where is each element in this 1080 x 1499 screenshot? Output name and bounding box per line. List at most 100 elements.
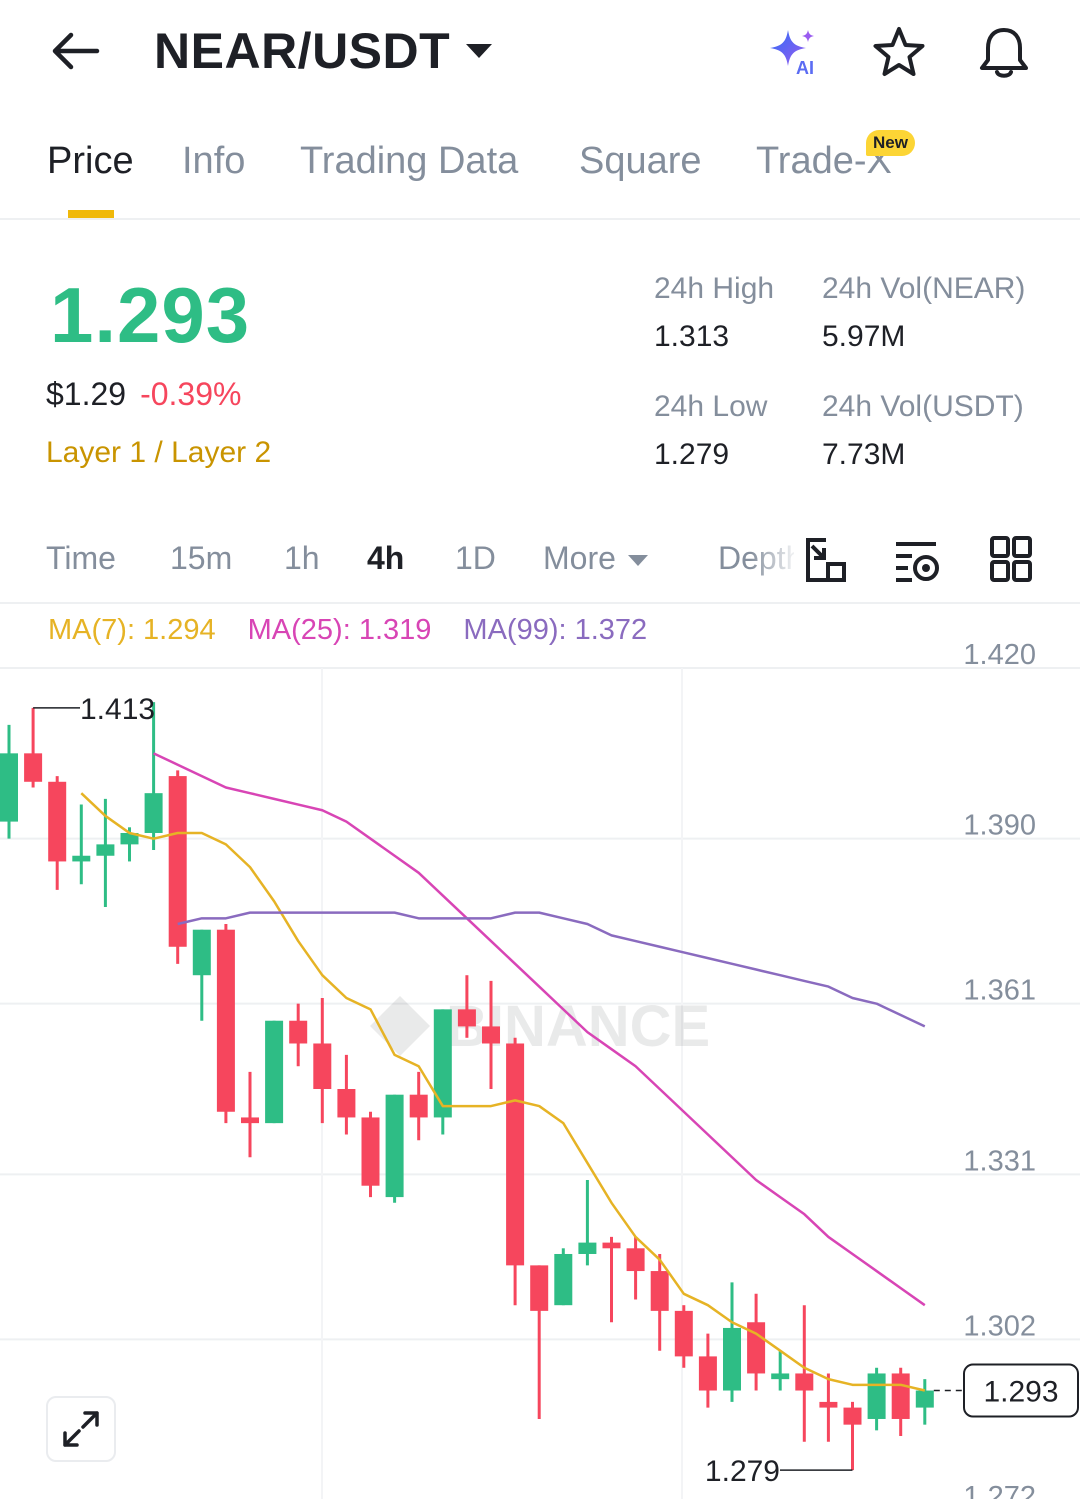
back-arrow-icon[interactable]	[44, 22, 106, 80]
depth-fade-mask	[750, 520, 800, 600]
candle-body-up	[192, 929, 211, 976]
candle-body-down	[747, 1322, 766, 1374]
interval-15m[interactable]: 15m	[170, 540, 233, 576]
ma7-line	[80, 792, 926, 1392]
candle-body-down	[843, 1407, 862, 1425]
candle-body-down	[482, 1026, 500, 1044]
candle-body-up	[72, 855, 91, 862]
high-label: 24h High	[654, 272, 775, 305]
vol-quote-label: 24h Vol(USDT)	[822, 390, 1024, 423]
candle-body-down	[602, 1242, 621, 1249]
last-price-label: 1.293	[983, 1376, 1058, 1409]
candle	[457, 975, 476, 1038]
candle	[554, 1248, 573, 1306]
fullscreen-toggle-icon[interactable]	[800, 534, 856, 590]
ma7-legend: MA(7): 1.294	[48, 614, 216, 646]
candle-body-down	[698, 1356, 717, 1391]
y-axis-label: 1.302	[963, 1310, 1036, 1342]
ai-sparkle-icon[interactable]: AI	[766, 24, 824, 82]
candle-body-down	[650, 1271, 669, 1311]
vol-quote-value: 7.73M	[822, 438, 906, 471]
category-tag[interactable]: Layer 1 / Layer 2	[46, 436, 272, 469]
interval-time[interactable]: Time	[46, 540, 116, 576]
candle-body-down	[626, 1248, 645, 1272]
candle-body-up	[915, 1390, 934, 1408]
candle	[530, 1265, 549, 1419]
candle-body-up	[771, 1373, 790, 1380]
chart-canvas[interactable]: BINANCE1.4201.3901.3611.3311.3021.2721.4…	[0, 606, 1080, 1499]
high-value: 1.313	[654, 320, 730, 353]
candle	[0, 724, 18, 839]
candle	[843, 1401, 862, 1471]
candle	[48, 776, 67, 890]
candle-body-up	[578, 1242, 597, 1254]
y-axis-label: 1.390	[963, 810, 1036, 842]
candle	[144, 702, 163, 851]
interval-1h[interactable]: 1h	[284, 540, 320, 576]
notification-bell-icon[interactable]	[974, 22, 1034, 82]
candle	[385, 1094, 404, 1203]
candle	[626, 1236, 645, 1300]
interval-1d[interactable]: 1D	[455, 540, 496, 576]
candle	[506, 1037, 525, 1306]
candle	[891, 1367, 910, 1437]
interval-more[interactable]: More	[543, 540, 648, 577]
candle-body-up	[385, 1094, 404, 1198]
section-tabs: Price Info Trading Data Square Trade-X	[0, 130, 1080, 220]
candle-body-down	[506, 1043, 525, 1266]
candle	[795, 1305, 814, 1442]
top-bar: NEAR/USDT AI	[0, 0, 1080, 110]
low-label: 24h Low	[654, 390, 768, 423]
ma99-line	[177, 911, 926, 1028]
grid-layout-icon[interactable]	[984, 534, 1040, 590]
candle-body-down	[361, 1117, 380, 1186]
pair-selector[interactable]: NEAR/USDT	[154, 22, 493, 80]
interval-bar: Time 15m 1h 4h 1D More Depth	[0, 520, 1080, 604]
interval-more-label: More	[543, 540, 616, 576]
candle-body-up	[554, 1253, 573, 1306]
candle-body-down	[674, 1310, 693, 1357]
indicator-settings-icon[interactable]	[890, 534, 946, 590]
candle	[24, 707, 43, 788]
candle-body-down	[891, 1373, 910, 1419]
candle	[747, 1293, 766, 1391]
vol-base-value: 5.97M	[822, 320, 906, 353]
low-marker-label: 1.279	[705, 1455, 780, 1488]
candle	[265, 1020, 284, 1124]
tab-price[interactable]: Price	[47, 140, 134, 182]
tab-trading-data[interactable]: Trading Data	[300, 140, 519, 182]
candle	[698, 1333, 717, 1408]
vol-base-label: 24h Vol(NEAR)	[822, 272, 1026, 305]
tab-info[interactable]: Info	[182, 140, 246, 182]
candle-body-down	[337, 1089, 356, 1118]
candle-body-down	[819, 1401, 838, 1408]
candle	[192, 929, 211, 1021]
candle-body-down	[457, 1009, 476, 1027]
low-value: 1.279	[654, 438, 730, 471]
candle	[241, 1071, 259, 1158]
candle	[168, 770, 187, 964]
candle-body-up	[433, 1009, 452, 1118]
candle-body-up	[723, 1327, 741, 1391]
candle	[409, 1071, 428, 1141]
candle-body-up	[265, 1020, 284, 1124]
favorite-star-icon[interactable]	[870, 24, 928, 82]
candle	[602, 1236, 621, 1323]
y-axis-label: 1.420	[963, 639, 1036, 671]
candle	[723, 1282, 741, 1402]
candle	[674, 1305, 693, 1368]
candle-body-down	[168, 776, 187, 947]
candle-body-down	[530, 1265, 549, 1311]
interval-4h[interactable]: 4h	[367, 540, 405, 576]
fiat-row: $1.29 -0.39%	[46, 376, 241, 413]
candlestick-chart[interactable]: BINANCE 1.420 1.390 1.361 1.331 1.302 1.272 1.4…	[0, 606, 1080, 1499]
ma25-line	[153, 752, 926, 1307]
expand-chart-button[interactable]	[46, 1396, 116, 1462]
candle-body-up	[0, 753, 18, 822]
tab-square[interactable]: Square	[579, 140, 702, 182]
high-marker-label: 1.413	[80, 693, 155, 726]
ma25-legend: MA(25): 1.319	[247, 614, 432, 646]
candle	[72, 804, 91, 885]
candle-body-down	[313, 1043, 332, 1089]
candle	[819, 1373, 838, 1442]
